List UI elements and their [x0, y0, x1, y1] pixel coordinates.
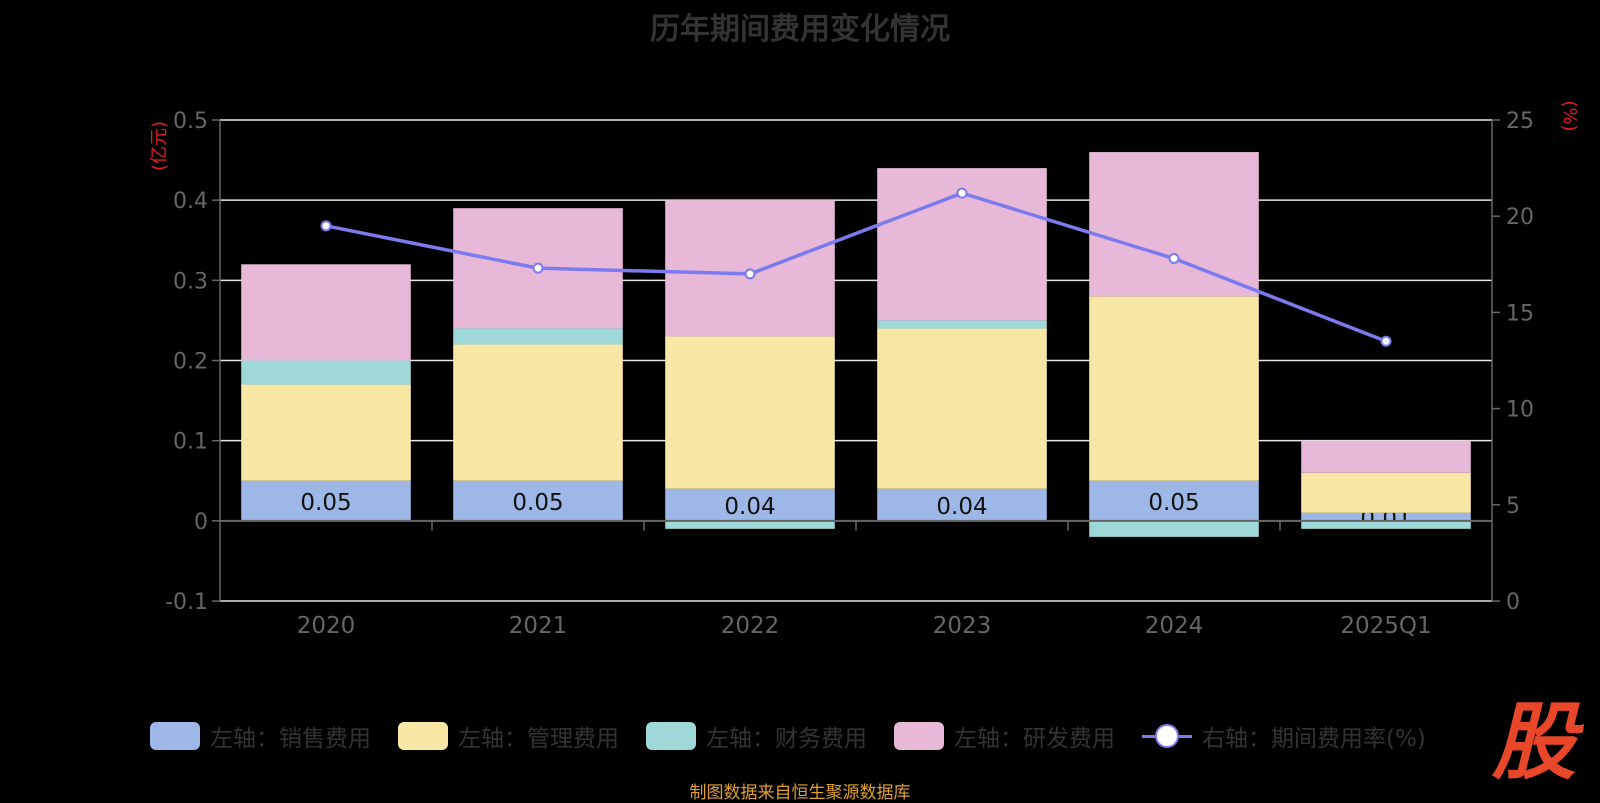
rate-point: [956, 187, 968, 199]
bar-rnd-2025Q1: [1301, 440, 1471, 473]
legend-item-finance[interactable]: 左轴：财务费用: [646, 718, 867, 754]
bar-data-label: 0.05: [512, 490, 563, 516]
legend-label-rnd: 左轴：研发费用: [954, 726, 1115, 752]
left-axis-tick-label: 0.3: [173, 269, 208, 294]
bar-sales-2025Q1: [1301, 512, 1471, 521]
bar-sales-2020: [241, 480, 411, 521]
legend-label-admin: 左轴：管理费用: [458, 726, 619, 752]
rate-line: [325, 191, 1387, 343]
left-axis-tick-label: 0.1: [173, 430, 208, 455]
rate-point: [1168, 253, 1180, 265]
rate-point: [320, 220, 332, 232]
bar-rnd-2022: [665, 200, 835, 337]
bar-rnd-2020: [241, 264, 411, 361]
right-axis-tick-label: 10: [1506, 398, 1534, 423]
left-axis-tick-label: 0.2: [173, 350, 208, 375]
bar-sales-2024: [1089, 480, 1259, 521]
bar-admin-2021: [453, 344, 623, 481]
bar-admin-2024: [1089, 296, 1259, 481]
legend-label-finance: 左轴：财务费用: [706, 726, 867, 752]
bar-sales-2021: [453, 480, 623, 521]
right-axis-tick-label: 5: [1506, 494, 1520, 519]
legend-item-rate[interactable]: 右轴：期间费用率(%): [1142, 718, 1426, 754]
legend: 左轴：销售费用 左轴：管理费用 左轴：财务费用 左轴：研发费用 右轴：期间费用率…: [0, 718, 1600, 754]
legend-label-rate: 右轴：期间费用率(%): [1202, 726, 1426, 752]
legend-swatch-admin: [398, 722, 448, 750]
left-axis-unit-label: (亿元): [149, 121, 170, 171]
rate-point: [1380, 335, 1392, 347]
rate-point: [744, 268, 756, 280]
bar-finance-2025Q1: [1301, 520, 1471, 529]
left-axis-tick-label: 0.4: [173, 189, 208, 214]
right-axis-tick-label: 25: [1506, 109, 1534, 134]
legend-item-rnd[interactable]: 左轴：研发费用: [894, 718, 1115, 754]
brand-logo: 股: [1492, 692, 1577, 791]
bar-finance-2022: [665, 520, 835, 529]
bar-admin-2022: [665, 336, 835, 489]
data-source-note: 制图数据来自恒生聚源数据库: [689, 783, 911, 803]
bar-admin-2020: [241, 384, 411, 481]
x-axis-tick-label: 2023: [933, 613, 992, 639]
legend-item-admin[interactable]: 左轴：管理费用: [398, 718, 619, 754]
bar-finance-2023: [877, 320, 1047, 329]
left-axis-tick-label: 0: [194, 510, 208, 535]
bar-sales-2023: [877, 488, 1047, 521]
bar-admin-2023: [877, 328, 1047, 489]
bar-rnd-2024: [1089, 152, 1259, 297]
left-axis-tick-label: 0.5: [173, 109, 208, 134]
bar-data-label: 0.05: [300, 490, 351, 516]
x-axis-tick-label: 2020: [297, 613, 356, 639]
right-axis-tick-label: 0: [1506, 590, 1520, 615]
legend-item-sales[interactable]: 左轴：销售费用: [150, 718, 371, 754]
bar-data-label: 0.04: [724, 494, 775, 520]
right-axis-unit-label: (%): [1559, 100, 1580, 131]
x-axis-tick-label: 2021: [509, 613, 568, 639]
bar-sales-2022: [665, 488, 835, 521]
bar-admin-2025Q1: [1301, 472, 1471, 513]
legend-swatch-sales: [150, 722, 200, 750]
legend-swatch-finance: [646, 722, 696, 750]
left-axis-tick-label: -0.1: [165, 590, 208, 615]
x-axis-tick-label: 2022: [721, 613, 780, 639]
right-axis-tick-label: 15: [1506, 301, 1534, 326]
rate-point: [532, 262, 544, 274]
legend-swatch-rnd: [894, 722, 944, 750]
legend-label-sales: 左轴：销售费用: [210, 726, 371, 752]
x-axis-tick-label: 2024: [1145, 613, 1204, 639]
right-axis-tick-label: 20: [1506, 205, 1534, 230]
bar-finance-2021: [453, 328, 623, 345]
x-axis-tick-label: 2025Q1: [1340, 613, 1431, 639]
bar-data-label: 0.05: [1148, 490, 1199, 516]
legend-line-icon: [1142, 722, 1192, 750]
chart-title: 历年期间费用变化情况: [650, 12, 950, 47]
bar-finance-2024: [1089, 520, 1259, 537]
bar-data-label: 0.04: [936, 494, 987, 520]
bar-finance-2020: [241, 360, 411, 385]
